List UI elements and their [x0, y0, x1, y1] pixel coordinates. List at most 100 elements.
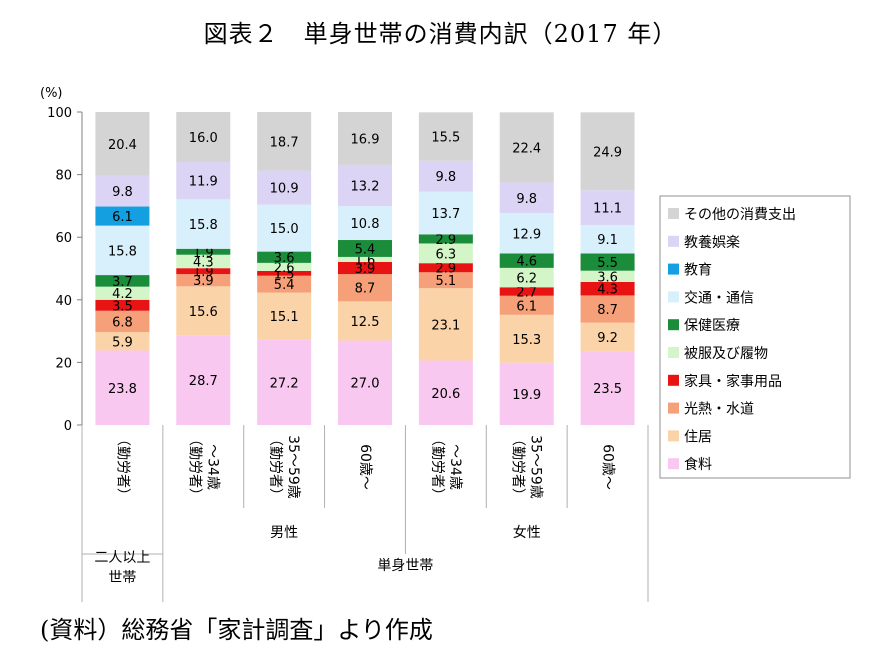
- y-axis: 0 20 40 60 80 100 (%): [40, 86, 83, 434]
- bar-value-label: 8.7: [355, 282, 376, 297]
- bar-segment: [176, 248, 231, 255]
- group-label: 男性: [270, 525, 298, 541]
- bar-segment: [580, 281, 635, 296]
- bar-value-label: 24.9: [593, 145, 622, 160]
- bar-segment: [418, 112, 473, 161]
- group-label: 女性: [513, 524, 541, 541]
- bar-value-label: 6.8: [112, 315, 133, 330]
- y-tick-label: 100: [47, 106, 72, 121]
- bar-value-label: 27.0: [351, 377, 380, 392]
- bar-value-label: 6.1: [112, 210, 133, 225]
- bar-value-label: 1.9: [193, 246, 214, 261]
- bar-value-label: 3.9: [355, 262, 376, 277]
- bar-segment: [257, 339, 312, 425]
- bar-segment: [418, 272, 473, 289]
- bar-value-label: 15.0: [270, 222, 299, 237]
- bar-value-label: 13.2: [351, 180, 380, 195]
- legend-label: 教育: [684, 263, 712, 279]
- bar-value-label: 22.4: [512, 141, 541, 156]
- y-tick-label: 60: [55, 231, 72, 246]
- bar-value-label: 9.8: [112, 185, 133, 200]
- legend-swatch: [668, 291, 679, 303]
- bar-value-label: 3.6: [274, 251, 295, 266]
- bar-value-label: 3.6: [597, 270, 618, 285]
- category-label: （勤労者）: [186, 432, 202, 502]
- category-label: （勤労者）: [429, 432, 445, 502]
- chart-title: 図表２ 単身世帯の消費内訳（2017 年）: [203, 20, 678, 48]
- bar-value-label: 2.9: [436, 262, 457, 277]
- category-label: 35〜59歳: [528, 435, 544, 499]
- bar-segment: [257, 170, 312, 205]
- source-note: (資料）総務省「家計調査」より作成: [40, 616, 433, 644]
- bar-value-label: 2.7: [516, 286, 537, 301]
- group-label: 世帯: [108, 570, 136, 586]
- bar-value-label: 6.1: [516, 299, 537, 314]
- bar-segment: [580, 270, 635, 282]
- bar-value-label: 18.7: [270, 135, 299, 150]
- legend-swatch: [668, 235, 679, 247]
- bar-segment: [257, 262, 312, 272]
- category-table: （勤労者） 〜34歳（勤労者） 35〜59歳（勤労者） 60歳〜 〜34歳（勤労者） 35…: [81, 425, 649, 602]
- bar-segment: [418, 234, 473, 244]
- bar-value-label: 8.7: [597, 303, 618, 318]
- bar-value-label: 15.8: [108, 244, 137, 259]
- bar-value-label: 5.5: [597, 256, 618, 271]
- bar-value-label: 4.2: [112, 287, 133, 302]
- bar-value-label: 20.6: [431, 387, 460, 402]
- bar-value-label: 4.3: [193, 255, 214, 270]
- bar-value-label: 4.6: [516, 255, 537, 270]
- bar-value-label: 11.9: [189, 175, 218, 190]
- bar-segment: [95, 225, 150, 276]
- group-label: 単身世帯: [377, 558, 433, 574]
- bar-segment: [418, 263, 473, 273]
- legend-swatch: [668, 208, 679, 219]
- y-tick-label: 0: [64, 419, 72, 434]
- bar-segment: [176, 199, 231, 249]
- legend-box: [659, 195, 851, 479]
- category-label: 60歳〜: [600, 444, 616, 490]
- bar-value-label: 6.3: [436, 247, 457, 262]
- bar-value-label: 1.5: [274, 267, 295, 282]
- bar-segment: [499, 287, 554, 296]
- bar-segment: [95, 350, 150, 425]
- bar-value-label: 1.9: [193, 265, 214, 280]
- bar-value-label: 15.8: [189, 218, 218, 233]
- bar-segment: [418, 191, 473, 235]
- legend-label: その他の消費支出: [684, 207, 796, 223]
- bar-value-label: 20.4: [108, 138, 137, 153]
- bar-segment: [580, 190, 635, 225]
- bar-segment: [176, 335, 231, 425]
- bar-segment: [95, 175, 150, 207]
- bar-value-label: 12.9: [512, 227, 541, 242]
- bar-segment: [580, 112, 635, 191]
- bar-segment: [95, 332, 150, 351]
- bar-segment: [338, 164, 392, 207]
- bar-segment: [257, 112, 312, 171]
- bar-segment: [338, 256, 392, 262]
- bar-value-label: 28.7: [189, 374, 218, 389]
- category-label: （勤労者）: [267, 432, 283, 502]
- legend-label: 交通・通信: [684, 289, 754, 306]
- bar-value-label: 15.1: [270, 310, 299, 325]
- bar-value-label: 10.9: [270, 182, 299, 197]
- category-label: （勤労者）: [114, 432, 130, 502]
- legend-swatch: [668, 402, 679, 414]
- bar-value-label: 23.1: [431, 318, 460, 333]
- bar-segment: [176, 112, 231, 163]
- bar-segment: [580, 322, 635, 352]
- bar-segment: [580, 351, 635, 425]
- legend-swatch: [668, 319, 679, 331]
- bar-value-label: 5.4: [274, 278, 295, 293]
- bar-value-label: 5.1: [436, 274, 457, 289]
- legend-label: 教養娯楽: [684, 234, 740, 251]
- bar-segment: [176, 286, 231, 336]
- bar-value-label: 15.5: [431, 131, 460, 146]
- bar-value-label: 2.6: [274, 261, 295, 276]
- bar-value-label: 16.0: [189, 131, 218, 146]
- bar-segment: [338, 274, 392, 302]
- bar-value-label: 10.8: [351, 217, 380, 232]
- group-label: 二人以上: [94, 550, 150, 566]
- bar-segment: [499, 295, 554, 315]
- category-label: （勤労者）: [510, 432, 526, 502]
